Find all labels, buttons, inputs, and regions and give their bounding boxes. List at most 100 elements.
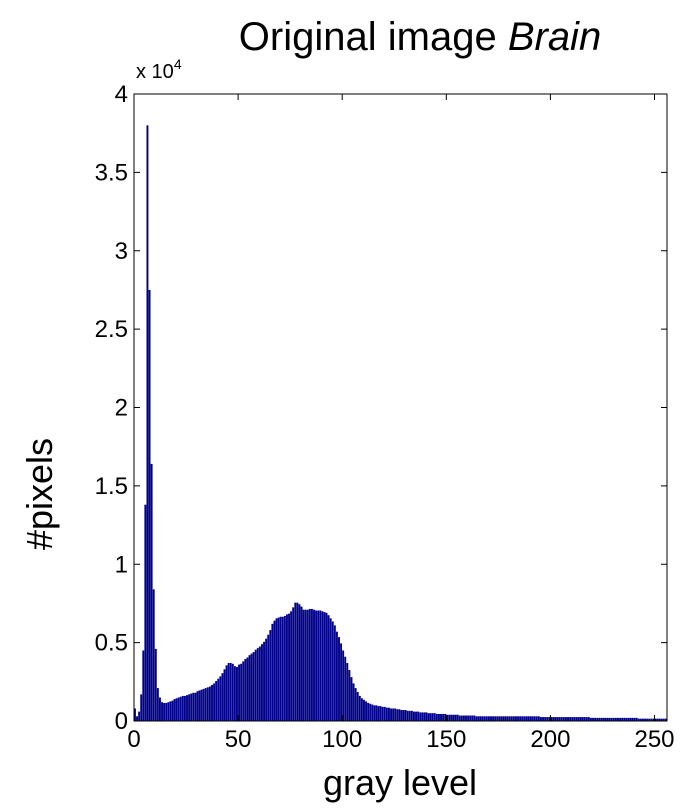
histogram-bar — [304, 609, 307, 721]
histogram-bar — [431, 713, 434, 721]
histogram-bar — [487, 716, 490, 721]
histogram-bar — [612, 717, 615, 721]
histogram-bar — [517, 716, 520, 721]
histogram-bar — [294, 602, 297, 721]
histogram-bar — [471, 715, 474, 721]
x-tick-label: 100 — [322, 726, 362, 753]
histogram-bar — [614, 717, 617, 721]
histogram-bar — [433, 713, 436, 721]
histogram-bar — [244, 659, 247, 721]
histogram-bar — [527, 716, 530, 721]
histogram-bar — [419, 712, 422, 721]
histogram-bar — [546, 717, 549, 721]
histogram-bar — [402, 710, 405, 721]
histogram-bar — [327, 615, 330, 721]
histogram-bar — [240, 663, 243, 721]
histogram-bar — [285, 614, 288, 721]
histogram-bar — [562, 717, 565, 721]
histogram-bar — [639, 718, 642, 721]
histogram-bar — [388, 707, 390, 721]
histogram-bar — [146, 125, 149, 722]
histogram-bar — [577, 717, 580, 721]
histogram-bar — [554, 717, 557, 721]
histogram-bar — [308, 608, 311, 721]
histogram-bar — [181, 695, 184, 721]
histogram-bar — [646, 718, 649, 721]
histogram-bar — [469, 715, 472, 721]
histogram-bar — [629, 717, 632, 721]
histogram-bar — [323, 612, 326, 721]
histogram-bar — [494, 716, 497, 721]
histogram-bar — [208, 686, 211, 721]
histogram-bar — [550, 717, 553, 721]
histogram-bar — [571, 717, 574, 721]
histogram-bar — [277, 617, 280, 721]
histogram-bar — [333, 625, 336, 721]
histogram-bar — [396, 709, 399, 721]
histogram-bar — [296, 602, 299, 721]
histogram-bar — [465, 715, 467, 721]
histogram-bar — [652, 718, 655, 721]
y-tick-label: 0 — [115, 708, 128, 735]
histogram-bar — [437, 713, 440, 721]
histogram-bar — [390, 708, 393, 721]
histogram-bar — [363, 699, 365, 721]
histogram-bar — [650, 718, 653, 721]
histogram-bar — [369, 703, 372, 721]
histogram-bar — [171, 700, 174, 721]
histogram-bar — [575, 717, 578, 721]
histogram-bar — [206, 687, 209, 721]
histogram-bar — [400, 710, 403, 721]
histogram-bar — [573, 717, 576, 721]
histogram-bar — [617, 717, 619, 721]
histogram-bar — [498, 716, 501, 721]
histogram-bar — [261, 644, 263, 721]
histogram-bar — [279, 616, 282, 721]
histogram-bar — [537, 716, 540, 721]
histogram-bar — [365, 701, 368, 721]
histogram-bar — [448, 714, 451, 721]
histogram-bar — [163, 702, 166, 721]
y-tick-label: 2 — [115, 395, 128, 422]
histogram-bar — [515, 716, 517, 721]
histogram-bar — [504, 716, 507, 721]
histogram-bar — [331, 621, 334, 721]
y-tick-label: 3 — [115, 238, 128, 265]
histogram-bar — [525, 716, 528, 721]
histogram-bar — [298, 604, 301, 721]
histogram-bar — [458, 715, 461, 721]
histogram-bar — [352, 683, 355, 721]
histogram-bar — [654, 718, 657, 721]
histogram-bar — [354, 688, 357, 721]
histogram-bar — [477, 716, 480, 721]
histogram-bar — [269, 630, 272, 721]
histogram-bar — [158, 697, 161, 721]
histogram-bar — [410, 710, 413, 721]
histogram-bar — [142, 650, 145, 721]
histogram-bar — [196, 691, 199, 721]
histogram-bar — [492, 716, 495, 721]
y-tick-label: 0.5 — [95, 630, 128, 657]
histogram-bar — [200, 689, 203, 721]
histogram-bar — [462, 715, 465, 721]
histogram-bar — [383, 706, 386, 721]
histogram-bar — [585, 717, 588, 721]
histogram-bar — [529, 716, 532, 721]
histogram-bar — [183, 695, 186, 721]
histogram-bar — [321, 611, 324, 721]
histogram-bar — [415, 711, 417, 721]
histogram-bar — [564, 717, 567, 721]
histogram-bar — [140, 694, 143, 721]
histogram-bar — [169, 701, 172, 721]
histogram-bar — [473, 715, 476, 721]
histogram-bar — [442, 713, 445, 721]
histogram-bar — [188, 694, 191, 721]
histogram-bar — [444, 713, 447, 721]
histogram-bar — [596, 717, 599, 721]
bars-group — [134, 125, 667, 722]
y-tick-label: 2.5 — [95, 316, 128, 343]
histogram-bar — [481, 716, 484, 721]
histogram-bar — [594, 717, 597, 721]
histogram-bar — [379, 706, 382, 721]
